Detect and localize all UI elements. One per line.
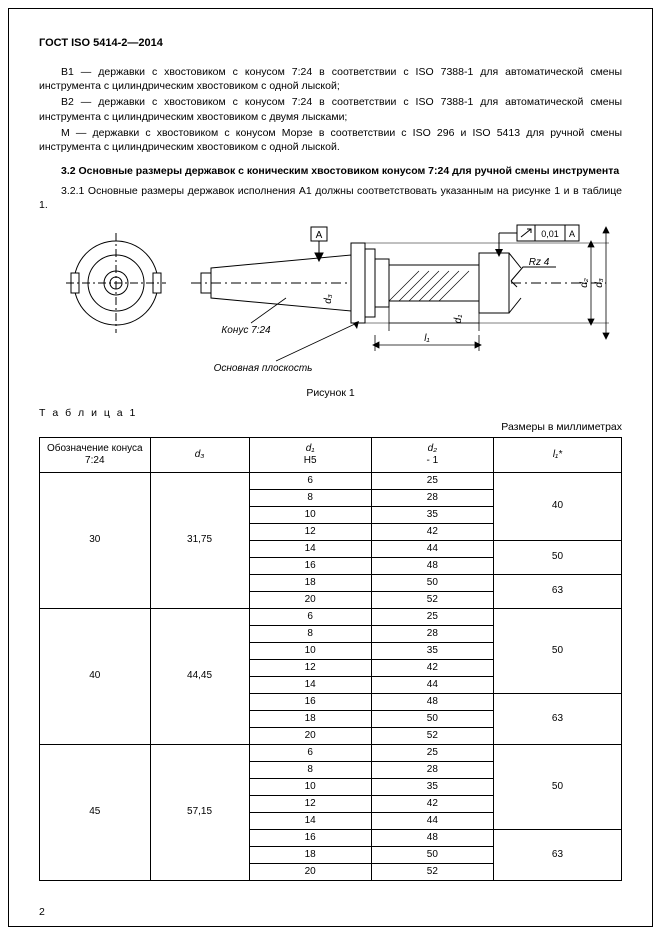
dim-d3-right: d₃: [594, 278, 605, 288]
cell-d1: 16: [249, 557, 371, 574]
cell-d2: 50: [371, 574, 493, 591]
figure-caption: Рисунок 1: [39, 387, 622, 399]
cell-d1: 10: [249, 778, 371, 795]
cell-d2: 50: [371, 846, 493, 863]
cell-d2: 42: [371, 523, 493, 540]
cell-d1: 20: [249, 863, 371, 880]
cell-d2: 44: [371, 812, 493, 829]
dim-d3-left: d₃: [323, 294, 334, 304]
cell-d2: 44: [371, 676, 493, 693]
cell-d2: 35: [371, 506, 493, 523]
dim-d1: d₁: [453, 314, 464, 323]
cell-d2: 25: [371, 608, 493, 625]
cell-d2: 48: [371, 693, 493, 710]
cell-d2: 28: [371, 489, 493, 506]
cell-d2: 48: [371, 829, 493, 846]
cell-d1: 18: [249, 710, 371, 727]
cell-d1: 14: [249, 676, 371, 693]
paragraph-321: 3.2.1 Основные размеры державок исполнен…: [39, 184, 622, 212]
cell-d2: 42: [371, 795, 493, 812]
cell-d3: 31,75: [150, 472, 249, 608]
cell-d2: 42: [371, 659, 493, 676]
cell-d2: 28: [371, 761, 493, 778]
cell-d2: 28: [371, 625, 493, 642]
cell-d1: 6: [249, 608, 371, 625]
dim-d2: d₂: [579, 278, 590, 288]
figure-svg: A 0,01 A Rz 4: [51, 223, 611, 378]
cell-d1: 12: [249, 659, 371, 676]
surface-finish: Rz 4: [528, 257, 549, 268]
datum-a-label: A: [315, 230, 322, 241]
cell-d2: 52: [371, 863, 493, 880]
cell-d1: 8: [249, 625, 371, 642]
cell-cone: 45: [40, 744, 151, 880]
tolerance-ref: A: [568, 229, 574, 239]
cell-d3: 57,15: [150, 744, 249, 880]
cell-d1: 6: [249, 744, 371, 761]
konus-label: Конус 7:24: [221, 325, 271, 336]
doc-header: ГОСТ ISO 5414-2—2014: [39, 37, 622, 49]
cell-d1: 10: [249, 642, 371, 659]
cell-d2: 48: [371, 557, 493, 574]
cell-d1: 14: [249, 812, 371, 829]
page-number: 2: [39, 906, 45, 918]
th-cone: Обозначение конуса 7:24: [40, 437, 151, 472]
th-d1: d₁ H5: [249, 437, 371, 472]
th-d2: d₂ - 1: [371, 437, 493, 472]
cell-l1: 40: [493, 472, 621, 540]
base-plane-label: Основная плоскость: [213, 363, 312, 374]
table-body: 3031,75625408281035124214445016481850632…: [40, 472, 622, 880]
cell-d2: 52: [371, 727, 493, 744]
cell-l1: 50: [493, 608, 621, 693]
table-row: 3031,7562540: [40, 472, 622, 489]
cell-cone: 30: [40, 472, 151, 608]
document-page: ГОСТ ISO 5414-2—2014 B1 — державки с хво…: [8, 8, 653, 927]
cell-l1: 63: [493, 829, 621, 880]
cell-d2: 52: [371, 591, 493, 608]
dimensions-table: Обозначение конуса 7:24 d₃ d₁ H5 d₂ - 1 …: [39, 437, 622, 881]
cell-l1: 50: [493, 744, 621, 829]
paragraph-b2: B2 — державки с хвостовиком с конусом 7:…: [39, 95, 622, 123]
cell-cone: 40: [40, 608, 151, 744]
dim-l1: l₁: [424, 333, 429, 344]
table-row: 4044,4562550: [40, 608, 622, 625]
cell-d1: 16: [249, 693, 371, 710]
th-d3: d₃: [150, 437, 249, 472]
cell-d1: 18: [249, 846, 371, 863]
th-l1: l₁*: [493, 437, 621, 472]
cell-d1: 6: [249, 472, 371, 489]
figure-1: A 0,01 A Rz 4: [39, 223, 622, 381]
table-label: Т а б л и ц а 1: [39, 407, 622, 419]
cell-l1: 63: [493, 574, 621, 608]
cell-d1: 18: [249, 574, 371, 591]
cell-d1: 12: [249, 523, 371, 540]
cell-d1: 16: [249, 829, 371, 846]
cell-d2: 50: [371, 710, 493, 727]
cell-d2: 35: [371, 642, 493, 659]
cell-d1: 8: [249, 761, 371, 778]
cell-d1: 10: [249, 506, 371, 523]
table-units: Размеры в миллиметрах: [39, 421, 622, 433]
cell-d3: 44,45: [150, 608, 249, 744]
cell-d1: 12: [249, 795, 371, 812]
cell-l1: 50: [493, 540, 621, 574]
cell-d2: 35: [371, 778, 493, 795]
cell-d2: 25: [371, 472, 493, 489]
cell-l1: 63: [493, 693, 621, 744]
paragraph-m: M — державки с хвостовиком с конусом Мор…: [39, 126, 622, 154]
tolerance-value: 0,01: [541, 229, 559, 239]
section-title: 3.2 Основные размеры державок с коническ…: [39, 164, 622, 178]
cell-d2: 25: [371, 744, 493, 761]
paragraph-b1: B1 — державки с хвостовиком с конусом 7:…: [39, 65, 622, 93]
cell-d2: 44: [371, 540, 493, 557]
cell-d1: 20: [249, 591, 371, 608]
cell-d1: 20: [249, 727, 371, 744]
cell-d1: 14: [249, 540, 371, 557]
table-row: 4557,1562550: [40, 744, 622, 761]
cell-d1: 8: [249, 489, 371, 506]
